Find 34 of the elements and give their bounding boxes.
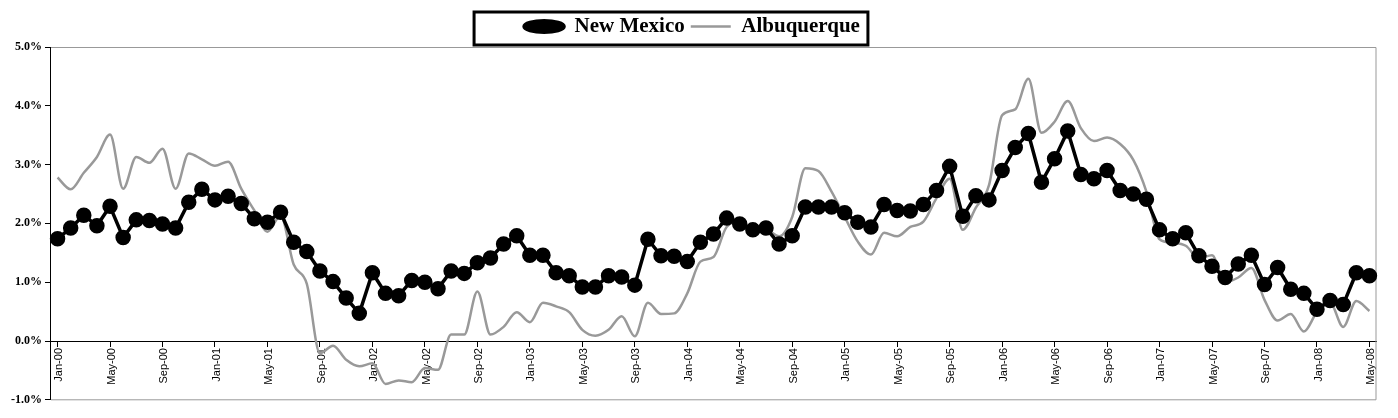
x-tick-label: May-04 [734, 348, 747, 385]
x-tick-label: Jan-01 [209, 348, 222, 382]
x-tick-label: May-01 [262, 348, 275, 385]
x-tick-label: Sep-04 [786, 348, 799, 384]
x-tick-label: Sep-00 [157, 348, 170, 384]
legend-label: Albuquerque [741, 12, 860, 37]
y-tick-label: 5.0% [15, 39, 42, 54]
x-tick-label: May-08 [1364, 348, 1377, 385]
x-tick-label: May-00 [104, 348, 117, 385]
x-tick-label: Jan-02 [367, 348, 380, 382]
x-tick-label: Jan-03 [524, 348, 537, 382]
x-tick-label: May-06 [1049, 348, 1062, 385]
x-tick-label: May-03 [576, 348, 589, 385]
y-tick-label: 1.0% [15, 274, 42, 289]
x-tick-label: Sep-06 [1101, 348, 1114, 384]
x-tick-label: Jan-04 [681, 348, 694, 382]
y-tick-label: 2.0% [15, 215, 42, 230]
x-tick-label: Jan-08 [1311, 348, 1324, 382]
y-tick-label: 0.0% [15, 333, 42, 348]
x-tick-label: Sep-03 [629, 348, 642, 384]
x-tick-label: Jan-00 [52, 348, 65, 382]
x-tick-label: May-05 [891, 348, 904, 385]
x-tick-label: Sep-01 [314, 348, 327, 384]
x-tick-label: May-07 [1206, 348, 1219, 385]
x-tick-label: Sep-02 [471, 348, 484, 384]
x-tick-label: Sep-07 [1259, 348, 1272, 384]
x-tick-label: Sep-05 [944, 348, 957, 384]
y-tick-label: 4.0% [15, 97, 42, 112]
x-tick-label: Jan-05 [839, 348, 852, 382]
y-tick-label: 3.0% [15, 156, 42, 171]
x-tick-label: Jan-07 [1154, 348, 1167, 382]
y-tick-label: -1.0% [11, 391, 42, 406]
x-tick-label: Jan-06 [996, 348, 1009, 382]
legend-label: New Mexico [574, 12, 685, 37]
